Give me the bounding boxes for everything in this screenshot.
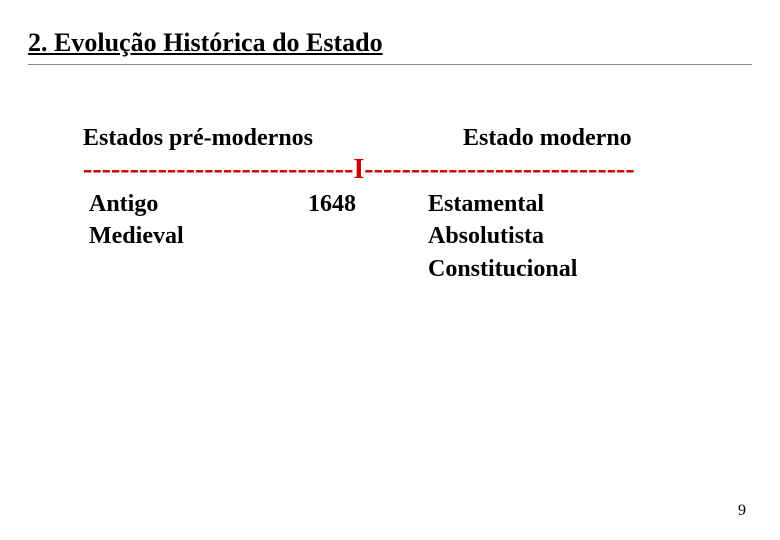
modern-list: Estamental Absolutista Constitucional: [428, 188, 577, 285]
header-modern: Estado moderno: [423, 125, 632, 152]
header-premodern: Estados pré-modernos: [83, 125, 423, 152]
premodern-item-2: Medieval: [89, 220, 308, 252]
timeline-divider: -----------------------------I----------…: [83, 156, 722, 184]
page-number: 9: [738, 502, 746, 520]
pivot-year: 1648: [308, 188, 428, 285]
premodern-list: Antigo Medieval: [83, 188, 308, 285]
modern-item-3: Constitucional: [428, 253, 577, 285]
modern-item-2: Absolutista: [428, 220, 577, 252]
era-headers: Estados pré-modernos Estado moderno: [83, 125, 722, 152]
title-divider: [28, 64, 752, 65]
year-label: 1648: [308, 188, 428, 220]
content-area: Estados pré-modernos Estado moderno ----…: [28, 125, 752, 285]
slide-title: 2. Evolução Histórica do Estado: [28, 28, 752, 58]
premodern-item-1: Antigo: [89, 188, 308, 220]
modern-item-1: Estamental: [428, 188, 577, 220]
era-details: Antigo Medieval 1648 Estamental Absoluti…: [83, 188, 722, 285]
